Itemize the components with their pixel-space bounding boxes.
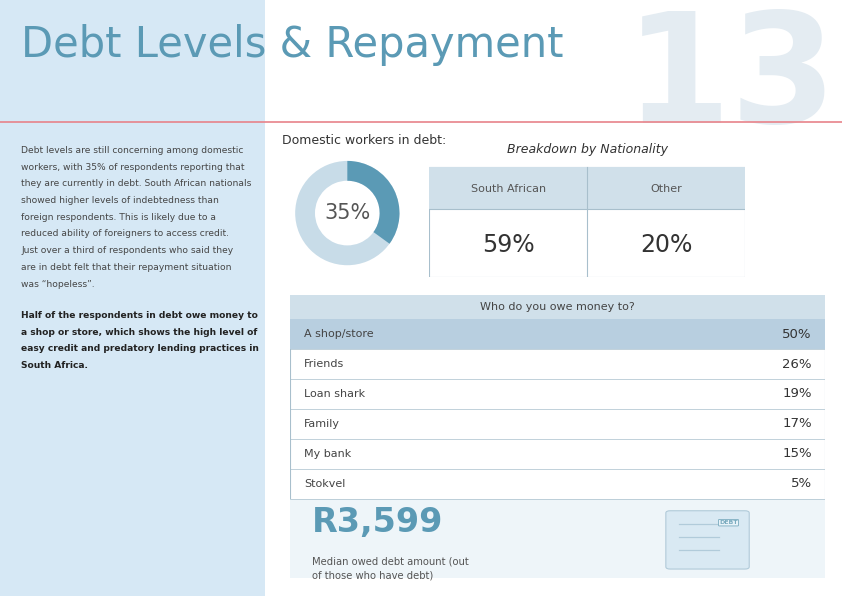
Text: was “hopeless”.: was “hopeless”. bbox=[21, 280, 94, 288]
Wedge shape bbox=[347, 161, 399, 244]
Text: Domestic workers in debt:: Domestic workers in debt: bbox=[282, 134, 446, 147]
Text: Half of the respondents in debt owe money to: Half of the respondents in debt owe mone… bbox=[21, 311, 258, 320]
Text: Median owed debt amount (out
of those who have debt): Median owed debt amount (out of those wh… bbox=[312, 557, 469, 581]
Text: 59%: 59% bbox=[482, 233, 535, 257]
Text: Debt levels are still concerning among domestic: Debt levels are still concerning among d… bbox=[21, 146, 243, 155]
FancyBboxPatch shape bbox=[290, 295, 825, 578]
Text: 26%: 26% bbox=[782, 358, 812, 371]
Text: My bank: My bank bbox=[304, 449, 351, 459]
Text: 5%: 5% bbox=[791, 477, 812, 491]
Text: Who do you owe money to?: Who do you owe money to? bbox=[481, 302, 635, 312]
Text: 20%: 20% bbox=[640, 233, 692, 257]
Text: Loan shark: Loan shark bbox=[304, 389, 365, 399]
FancyBboxPatch shape bbox=[290, 319, 825, 349]
Text: DEBT: DEBT bbox=[719, 520, 738, 525]
Text: workers, with 35% of respondents reporting that: workers, with 35% of respondents reporti… bbox=[21, 163, 244, 172]
Text: 19%: 19% bbox=[782, 387, 812, 401]
FancyBboxPatch shape bbox=[429, 167, 745, 209]
Text: Friends: Friends bbox=[304, 359, 344, 369]
Text: foreign respondents. This is likely due to a: foreign respondents. This is likely due … bbox=[21, 213, 216, 222]
Text: a shop or store, which shows the high level of: a shop or store, which shows the high le… bbox=[21, 328, 258, 337]
Text: easy credit and predatory lending practices in: easy credit and predatory lending practi… bbox=[21, 344, 259, 353]
Text: they are currently in debt. South African nationals: they are currently in debt. South Africa… bbox=[21, 179, 252, 188]
Text: South African: South African bbox=[471, 184, 546, 194]
Text: are in debt felt that their repayment situation: are in debt felt that their repayment si… bbox=[21, 263, 232, 272]
Wedge shape bbox=[296, 161, 399, 265]
Text: 35%: 35% bbox=[324, 203, 370, 223]
Text: showed higher levels of indebtedness than: showed higher levels of indebtedness tha… bbox=[21, 196, 219, 205]
Text: Family: Family bbox=[304, 419, 340, 429]
Text: 13: 13 bbox=[626, 6, 838, 155]
FancyBboxPatch shape bbox=[666, 511, 749, 569]
Text: reduced ability of foreigners to access credit.: reduced ability of foreigners to access … bbox=[21, 229, 229, 238]
Text: Breakdown by Nationality: Breakdown by Nationality bbox=[507, 143, 668, 156]
Text: 50%: 50% bbox=[782, 328, 812, 340]
Text: Just over a third of respondents who said they: Just over a third of respondents who sai… bbox=[21, 246, 233, 255]
FancyBboxPatch shape bbox=[290, 499, 825, 578]
FancyBboxPatch shape bbox=[290, 295, 825, 319]
Text: 15%: 15% bbox=[782, 448, 812, 460]
Text: Stokvel: Stokvel bbox=[304, 479, 345, 489]
Text: 17%: 17% bbox=[782, 417, 812, 430]
Text: R3,599: R3,599 bbox=[312, 506, 443, 539]
Text: South Africa.: South Africa. bbox=[21, 361, 88, 370]
FancyBboxPatch shape bbox=[429, 167, 745, 277]
Text: A shop/store: A shop/store bbox=[304, 329, 374, 339]
Text: Other: Other bbox=[650, 184, 682, 194]
Text: Debt Levels & Repayment: Debt Levels & Repayment bbox=[21, 24, 563, 66]
